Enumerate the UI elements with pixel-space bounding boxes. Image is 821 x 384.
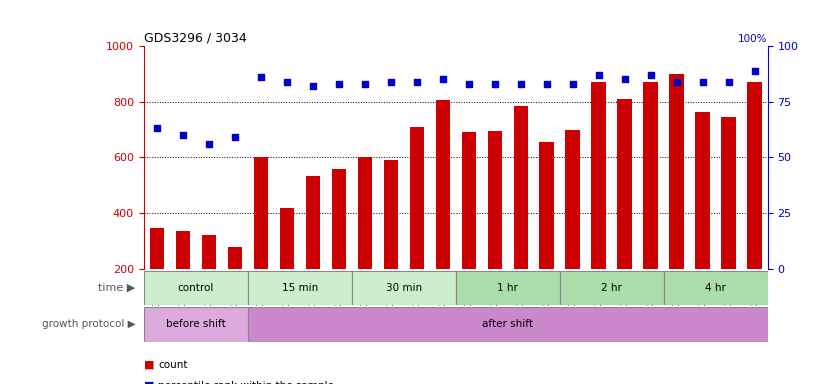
Bar [566,130,580,324]
Bar [663,271,768,305]
Text: time ▶: time ▶ [99,283,135,293]
Bar [560,271,663,305]
Point [592,72,605,78]
Point [228,134,241,141]
Bar [248,271,351,305]
Text: 15 min: 15 min [282,283,318,293]
Bar [176,231,190,324]
Bar [279,208,294,324]
Bar [747,82,762,324]
Point [696,79,709,85]
Bar [456,271,560,305]
Text: ■: ■ [144,360,154,370]
Point [306,83,319,89]
Bar [144,271,248,305]
Point [177,132,190,138]
Bar [410,127,424,324]
Point [202,141,215,147]
Text: 2 hr: 2 hr [601,283,622,293]
Point [255,74,268,80]
Point [514,81,527,87]
Point [748,68,761,74]
Bar [351,271,456,305]
Point [644,72,658,78]
Text: growth protocol ▶: growth protocol ▶ [42,319,135,329]
Text: after shift: after shift [482,319,533,329]
Point [333,81,346,87]
Bar [254,157,268,324]
Bar [617,99,632,324]
Bar [488,131,502,324]
Point [150,126,163,132]
Text: 100%: 100% [738,34,768,44]
Bar [435,100,450,324]
Text: before shift: before shift [166,319,226,329]
Point [462,81,475,87]
Bar [201,235,216,324]
Bar [149,228,164,324]
Point [436,76,449,83]
Bar [332,169,346,324]
Text: ■: ■ [144,381,154,384]
Bar [539,142,554,324]
Bar [644,82,658,324]
Bar [305,175,320,324]
Text: 4 hr: 4 hr [705,283,726,293]
Bar [461,132,476,324]
Bar [513,106,528,324]
Bar [144,307,248,342]
Bar [722,117,736,324]
Bar [383,160,398,324]
Text: count: count [158,360,188,370]
Point [280,79,293,85]
Point [410,79,424,85]
Text: 30 min: 30 min [386,283,422,293]
Text: 1 hr: 1 hr [498,283,518,293]
Point [566,81,580,87]
Text: GDS3296 / 3034: GDS3296 / 3034 [144,32,246,45]
Bar [695,111,710,324]
Point [722,79,736,85]
Point [670,79,683,85]
Point [358,81,371,87]
Point [384,79,397,85]
Point [618,76,631,83]
Bar [227,247,242,324]
Bar [248,307,768,342]
Text: percentile rank within the sample: percentile rank within the sample [158,381,334,384]
Text: control: control [177,283,213,293]
Point [488,81,501,87]
Bar [357,157,372,324]
Bar [591,82,606,324]
Point [540,81,553,87]
Bar [669,74,684,324]
